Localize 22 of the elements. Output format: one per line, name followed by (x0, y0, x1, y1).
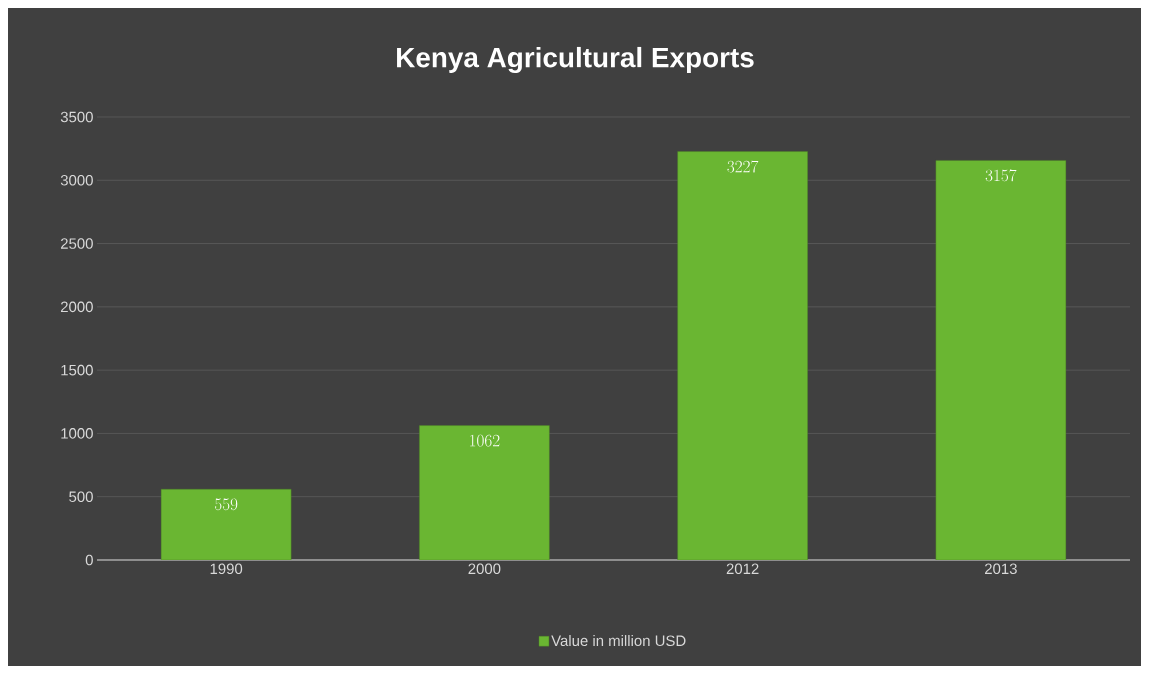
x-tick-label: 2013 (985, 563, 1017, 575)
y-tick-label: 500 (69, 491, 93, 502)
bar (677, 151, 808, 560)
chart-title: Kenya Agricultural Exports (397, 46, 754, 74)
y-tick-label: 1500 (61, 364, 93, 376)
data-label: 1062 (470, 434, 500, 447)
bar (160, 489, 292, 560)
x-tick-label: 2012 (726, 563, 759, 575)
y-tick-label: 3500 (60, 111, 93, 123)
x-tick-label: 1990 (210, 563, 243, 575)
legend-label: Value in million USD (551, 635, 686, 647)
x-tick-label: 2000 (468, 563, 501, 575)
y-tick-label: 2500 (61, 238, 93, 249)
data-label: 3157 (985, 169, 1017, 182)
bar (419, 425, 550, 560)
y-tick-label: 0 (85, 554, 93, 566)
y-tick-label: 2000 (61, 301, 93, 313)
data-label: 559 (214, 498, 238, 511)
y-tick-label: 3000 (60, 174, 93, 186)
data-label: 3227 (727, 160, 759, 173)
y-tick-label: 1000 (61, 428, 93, 439)
bar (935, 160, 1067, 560)
